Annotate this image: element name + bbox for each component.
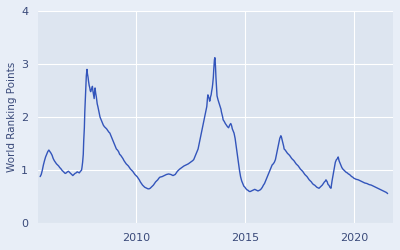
Y-axis label: World Ranking Points: World Ranking Points	[7, 62, 17, 172]
